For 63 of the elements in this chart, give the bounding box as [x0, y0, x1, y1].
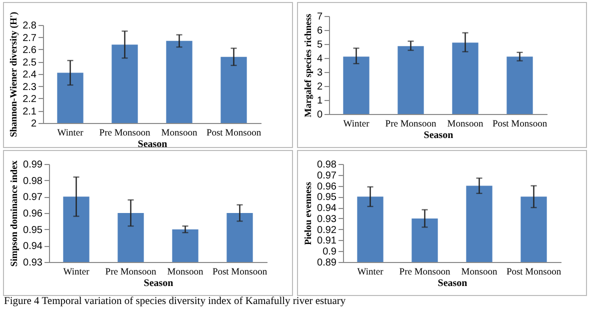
y-tick-label: 0.93	[23, 258, 43, 268]
x-tick-label: Pre Monsoon	[99, 128, 150, 138]
y-axis-title: Margalef species richness	[304, 13, 314, 118]
y-tick-label: 0.97	[317, 170, 337, 182]
caption: Figure 4 Temporal variation of species diversity index of Kamafully river estuary	[4, 296, 346, 307]
y-tick-label: 0.89	[317, 258, 337, 268]
y-tick-label: 0.94	[317, 203, 337, 214]
bar	[343, 56, 370, 114]
x-axis-title: Season	[438, 278, 468, 289]
x-tick-label: Winter	[57, 128, 84, 138]
y-tick-label: 2	[30, 118, 37, 130]
y-tick-label: 2.8	[22, 20, 37, 32]
x-tick-label: Post Monsoon	[206, 128, 262, 138]
y-tick-label: 0.93	[317, 214, 337, 225]
y-tick-label: 0.96	[23, 208, 43, 220]
y-tick-label: 4	[316, 54, 323, 64]
y-tick-label: 0.98	[23, 176, 43, 187]
x-tick-label: Monsoon	[461, 268, 498, 278]
y-tick-label: 0.99	[23, 160, 43, 170]
y-axis-title: Shannon-Wiener diversity (H')	[10, 12, 20, 138]
y-tick-label: 2.7	[22, 32, 37, 44]
x-axis-title: Season	[424, 130, 454, 141]
y-tick-label: 3	[316, 68, 323, 78]
y-tick-label: 0.95	[23, 224, 43, 236]
y-axis-title: Simpson dominance index	[10, 160, 20, 267]
y-tick-label: 5	[316, 40, 323, 50]
x-tick-label: Monsoon	[167, 268, 204, 278]
y-tick-label: 7	[316, 12, 323, 22]
y-tick-label: 2.6	[22, 45, 37, 56]
y-tick-label: 0.98	[317, 160, 337, 170]
y-tick-label: 0.96	[317, 181, 337, 192]
y-tick-label: 0.91	[317, 236, 337, 247]
y-tick-label: 2.5	[22, 57, 37, 68]
x-tick-label: Winter	[343, 120, 370, 130]
bar	[398, 46, 424, 114]
x-tick-label: Monsoon	[161, 128, 198, 138]
y-tick-label: 0.97	[23, 192, 43, 204]
x-axis-title: Season	[138, 139, 168, 150]
y-tick-label: 2.1	[22, 106, 37, 118]
y-tick-label: 0.92	[317, 224, 337, 236]
x-tick-label: Post Monsoon	[492, 120, 548, 130]
x-tick-label: Monsoon	[447, 120, 484, 130]
y-tick-label: 2	[316, 82, 323, 92]
y-tick-label: 1	[316, 96, 323, 106]
y-tick-label: 0.9	[322, 246, 337, 258]
y-tick-label: 0.94	[23, 241, 43, 252]
y-tick-label: 6	[316, 26, 323, 36]
bar	[506, 56, 533, 114]
x-tick-label: Post Monsoon	[212, 268, 268, 278]
x-tick-label: Winter	[357, 268, 384, 278]
y-tick-label: 2.2	[22, 94, 37, 105]
y-tick-label: 2.3	[22, 82, 37, 93]
y-tick-label: 0	[316, 110, 323, 120]
x-tick-label: Post Monsoon	[506, 268, 562, 278]
bar	[452, 42, 478, 114]
x-axis-title: Season	[144, 278, 174, 289]
y-tick-label: 0.95	[317, 192, 337, 204]
x-tick-label: Pre Monsoon	[105, 268, 156, 278]
y-axis-title: Pielou evenness	[304, 182, 314, 246]
x-tick-label: Winter	[63, 268, 90, 278]
y-tick-label: 2.4	[22, 70, 37, 80]
x-tick-label: Pre Monsoon	[385, 120, 436, 130]
x-tick-label: Pre Monsoon	[399, 268, 450, 278]
